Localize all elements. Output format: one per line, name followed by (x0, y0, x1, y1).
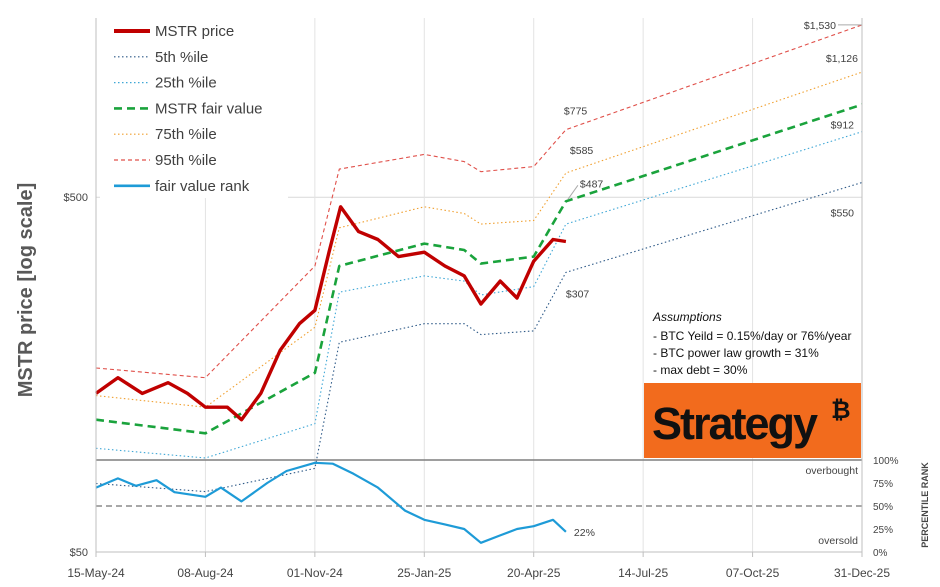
x-tick-label: 15-May-24 (67, 566, 125, 580)
series-end-label: $775 (564, 106, 588, 118)
assumption-line: - BTC power law growth = 31% (653, 346, 819, 360)
rank-tick-label: 0% (873, 548, 888, 559)
rank-end-label: 22% (574, 527, 595, 539)
end-labels: $1,530 $1,126 $912 $550 $775 $585 $487 $307 22% (564, 20, 862, 539)
series-end-label: $307 (566, 288, 590, 300)
assumption-line: - BTC Yeild = 0.15%/day or 76%/year (653, 329, 851, 343)
rank-tick-label: 25% (873, 525, 893, 536)
legend-label: MSTR price (155, 23, 234, 40)
assumption-line: - max debt = 30% (653, 363, 748, 377)
y-tick-labels: $500 $50 (64, 192, 88, 559)
x-tick-label: 25-Jan-25 (397, 566, 451, 580)
legend-label: MSTR fair value (155, 100, 263, 117)
x-tick-labels: 15-May-24 08-Aug-24 01-Nov-24 25-Jan-25 20-A… (67, 566, 890, 580)
rank-ref-label: oversold (818, 535, 858, 547)
rank-ref-label: overbought (805, 465, 858, 477)
series-end-label: $912 (831, 120, 855, 132)
series-line-price (95, 205, 567, 422)
assumptions-title: Assumptions (652, 310, 722, 324)
legend: MSTR price 5th %ile 25th %ile MSTR fair val… (100, 16, 288, 198)
x-tick-label: 01-Nov-24 (287, 566, 343, 580)
rank-tick-labels: 100% 75% 50% 25% 0% (873, 456, 899, 559)
x-tick-label: 07-Oct-25 (726, 566, 780, 580)
x-tick-label: 08-Aug-24 (177, 566, 233, 580)
series-line-p75 (95, 71, 863, 408)
series-end-label: $550 (831, 208, 855, 220)
assumptions-box: Assumptions - BTC Yeild = 0.15%/day or 7… (652, 310, 851, 377)
rank-axis-label: PERCENTILE RANK (920, 462, 930, 548)
x-tick-label: 31-Dec-25 (834, 566, 890, 580)
label-leader (567, 184, 579, 200)
x-tick-label: 14-Jul-25 (618, 566, 668, 580)
series-layer (95, 24, 863, 544)
legend-label: 25th %ile (155, 75, 217, 92)
series-end-label: $487 (580, 178, 604, 190)
legend-label: 95th %ile (155, 152, 217, 169)
series-end-label: $1,530 (804, 20, 836, 32)
logo-background (644, 383, 861, 458)
series-line-rank (95, 461, 567, 544)
logo-text: Strategy (652, 398, 818, 449)
series-line-p5 (95, 181, 863, 493)
legend-label: 75th %ile (155, 126, 217, 143)
x-tick-label: 20-Apr-25 (507, 566, 561, 580)
legend-label: 5th %ile (155, 49, 208, 66)
legend-label: fair value rank (155, 178, 250, 195)
rank-reference-lines: overbought oversold (96, 459, 862, 547)
series-line-p25 (95, 131, 863, 459)
series-end-label: $1,126 (826, 53, 858, 65)
rank-tick-label: 50% (873, 502, 893, 513)
y-tick-label: $500 (64, 192, 88, 204)
rank-tick-label: 100% (873, 456, 899, 467)
y-tick-label: $50 (70, 547, 88, 559)
strategy-logo: Strategy ₿ (644, 383, 861, 458)
logo-bitcoin-icon: ₿ (831, 396, 851, 424)
rank-tick-label: 75% (873, 479, 893, 490)
series-line-fair (95, 103, 863, 435)
series-end-label: $585 (570, 145, 594, 157)
y-axis-label: MSTR price [log scale] (15, 183, 37, 398)
legend-background (100, 16, 288, 198)
series-line-p95 (95, 24, 863, 379)
